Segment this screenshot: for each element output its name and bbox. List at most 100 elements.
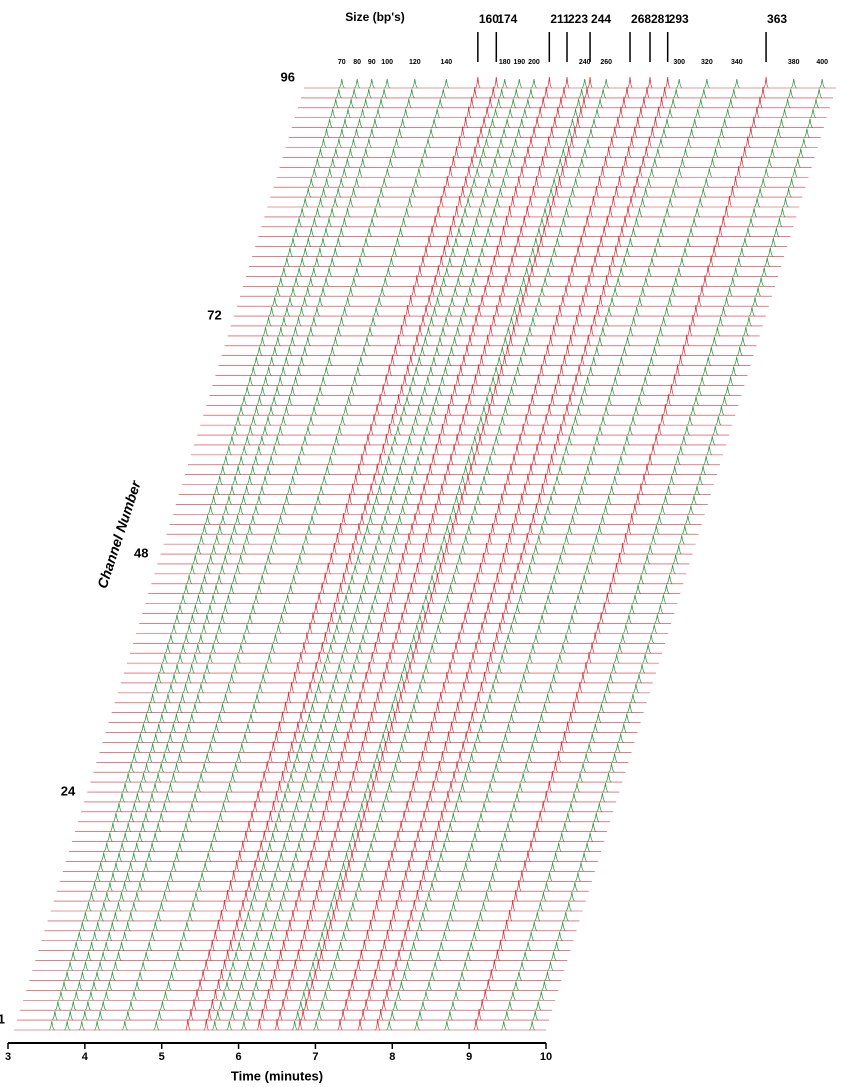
marker-peaks <box>212 929 507 942</box>
marker-peaks <box>475 76 769 89</box>
ladder-peaks <box>237 406 725 416</box>
ladder-peaks <box>253 356 740 367</box>
marker-peaks <box>203 959 498 971</box>
ladder-peaks <box>106 832 594 842</box>
marker-peaks <box>423 245 717 257</box>
ladder-peaks <box>335 88 823 99</box>
ladder-peaks <box>164 644 652 654</box>
ladder-peaks <box>57 991 545 1001</box>
ladder-peaks <box>161 654 649 664</box>
ladder-size-label: 90 <box>368 59 376 66</box>
marker-peaks <box>322 572 617 585</box>
marker-peaks <box>285 691 580 704</box>
ladder-peaks <box>259 336 746 347</box>
marker-peaks <box>392 344 687 357</box>
marker-peaks <box>353 473 647 486</box>
marker-peaks <box>383 374 678 386</box>
ladder-peaks <box>274 287 762 297</box>
marker-peaks <box>426 235 720 248</box>
ladder-peaks <box>134 743 621 753</box>
marker-peaks <box>267 751 562 763</box>
marker-peaks <box>371 414 665 426</box>
ladder-peaks <box>262 326 749 337</box>
ladder-peaks <box>73 941 560 952</box>
marker-peaks <box>246 820 540 833</box>
ladder-peaks <box>277 277 765 287</box>
marker-peaks <box>438 195 733 208</box>
ladder-peaks <box>222 455 710 466</box>
ladder-peaks <box>280 267 768 277</box>
x-tick-label: 8 <box>389 1051 395 1063</box>
marker-peaks <box>270 741 565 753</box>
y-axis-title: Channel Number <box>94 477 144 590</box>
size-title: Size (bp's) <box>345 10 405 24</box>
marker-peaks <box>429 225 723 238</box>
marker-peaks <box>334 533 629 545</box>
ladder-peaks <box>292 227 780 238</box>
ladder-peaks <box>76 931 563 942</box>
marker-peaks <box>288 681 583 694</box>
ladder-peaks <box>201 525 688 535</box>
marker-peaks <box>319 582 614 595</box>
marker-peaks <box>224 890 519 902</box>
marker-peaks <box>380 384 675 396</box>
ladder-peaks <box>143 713 630 724</box>
marker-size-label: 244 <box>591 12 611 26</box>
marker-peaks <box>298 652 592 664</box>
marker-peaks <box>365 433 659 446</box>
marker-size-label: 268 <box>631 12 651 26</box>
ladder-size-label: 300 <box>673 59 685 66</box>
ladder-peaks <box>332 98 820 109</box>
marker-peaks <box>356 463 650 476</box>
ladder-peaks <box>173 614 661 624</box>
marker-peaks <box>279 711 574 724</box>
marker-peaks <box>466 106 760 119</box>
marker-peaks <box>389 354 684 367</box>
ladder-peaks <box>60 981 548 991</box>
marker-peaks <box>386 364 681 376</box>
ladder-size-label: 190 <box>514 59 526 66</box>
marker-peaks <box>435 205 730 218</box>
ladder-peaks <box>250 366 737 376</box>
ladder-peaks <box>286 247 774 257</box>
marker-size-label: 174 <box>497 12 517 26</box>
ladder-size-label: 340 <box>731 59 743 66</box>
marker-peaks <box>295 661 589 674</box>
marker-peaks <box>331 543 626 555</box>
marker-peaks <box>346 493 641 505</box>
marker-peaks <box>218 909 513 922</box>
ladder-peaks <box>302 197 789 208</box>
marker-peaks <box>206 949 501 961</box>
marker-peaks <box>252 800 546 813</box>
marker-peaks <box>310 612 604 624</box>
ladder-peaks <box>244 386 731 396</box>
channel-label: 48 <box>134 545 148 560</box>
ladder-peaks <box>112 812 600 823</box>
marker-peaks <box>258 780 552 793</box>
marker-peaks <box>316 592 610 605</box>
channel-label: 1 <box>0 1011 5 1026</box>
ladder-peaks <box>186 574 673 585</box>
marker-size-label: 223 <box>568 12 588 26</box>
ladder-peaks <box>183 584 670 595</box>
ladder-peaks <box>295 217 783 228</box>
marker-peaks <box>472 86 766 99</box>
ladder-peaks <box>213 485 701 495</box>
x-tick-label: 4 <box>82 1051 89 1063</box>
ladder-peaks <box>118 792 606 803</box>
ladder-peaks <box>131 753 618 763</box>
ladder-peaks <box>48 1020 536 1031</box>
ladder-peaks <box>207 505 695 515</box>
ladder-peaks <box>219 465 707 476</box>
ladder-peaks <box>326 118 814 129</box>
marker-peaks <box>282 701 577 714</box>
marker-peaks <box>469 96 763 109</box>
marker-size-label: 293 <box>669 12 689 26</box>
ladder-peaks <box>234 416 722 426</box>
ladder-size-label: 80 <box>353 59 361 66</box>
x-tick-label: 6 <box>236 1051 242 1063</box>
ladder-size-label: 120 <box>409 59 421 66</box>
marker-peaks <box>343 503 638 515</box>
marker-size-label: 211 <box>550 12 570 26</box>
